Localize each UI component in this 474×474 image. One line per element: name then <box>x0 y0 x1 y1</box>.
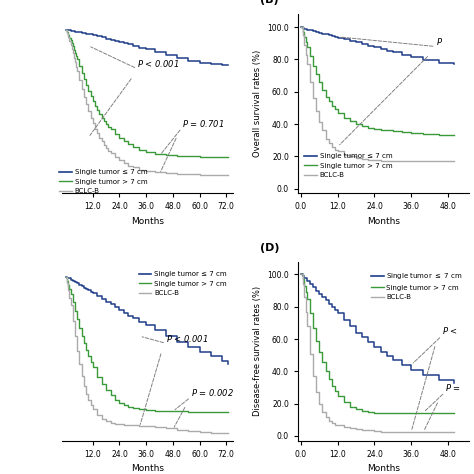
Text: $P$ = 0.002: $P$ = 0.002 <box>191 387 234 399</box>
X-axis label: Months: Months <box>367 217 400 226</box>
Legend: Single tumor $\leq$ 7 cm, Single tumor > 7 cm, BCLC-B: Single tumor $\leq$ 7 cm, Single tumor >… <box>368 269 466 303</box>
Legend: Single tumor ≤ 7 cm, Single tumor > 7 cm, BCLC-B: Single tumor ≤ 7 cm, Single tumor > 7 cm… <box>56 167 150 197</box>
X-axis label: Months: Months <box>131 465 164 474</box>
X-axis label: Months: Months <box>367 465 400 474</box>
Y-axis label: Disease-free survival rates (%): Disease-free survival rates (%) <box>253 286 262 416</box>
Text: $P$ =: $P$ = <box>445 382 461 393</box>
Text: $P$ <: $P$ < <box>442 325 457 336</box>
Text: $P$ < 0.001: $P$ < 0.001 <box>166 333 208 344</box>
Text: (D): (D) <box>260 243 280 253</box>
Legend: Single tumor ≤ 7 cm, Single tumor > 7 cm, BCLC-B: Single tumor ≤ 7 cm, Single tumor > 7 cm… <box>136 269 229 299</box>
Y-axis label: Overall survival rates (%): Overall survival rates (%) <box>253 50 262 157</box>
Text: $P$ < 0.001: $P$ < 0.001 <box>137 58 179 69</box>
Text: $P$: $P$ <box>436 36 443 47</box>
Text: (B): (B) <box>260 0 279 6</box>
Legend: Single tumor ≤ 7 cm, Single tumor > 7 cm, BCLC-B: Single tumor ≤ 7 cm, Single tumor > 7 cm… <box>301 151 395 181</box>
Text: $P$ = 0.701: $P$ = 0.701 <box>182 118 224 129</box>
X-axis label: Months: Months <box>131 217 164 226</box>
